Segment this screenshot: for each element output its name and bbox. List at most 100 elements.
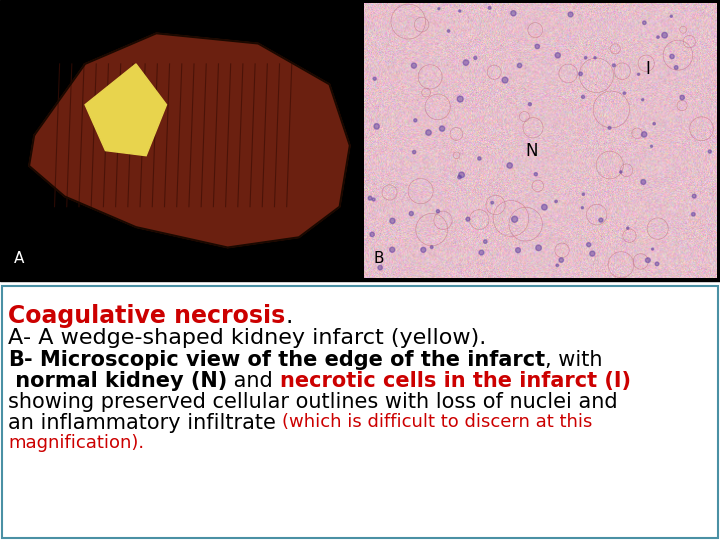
Circle shape [670, 55, 674, 59]
Circle shape [641, 179, 646, 184]
Circle shape [372, 198, 375, 201]
Circle shape [447, 30, 450, 32]
Circle shape [581, 207, 583, 209]
Circle shape [507, 163, 513, 168]
Text: A: A [14, 251, 24, 266]
Text: magnification).: magnification). [8, 434, 144, 452]
Circle shape [555, 200, 557, 202]
Circle shape [590, 251, 595, 256]
Circle shape [477, 157, 481, 160]
Text: A: A [8, 328, 23, 348]
Circle shape [518, 63, 522, 68]
Text: Coagulative necrosis: Coagulative necrosis [8, 304, 285, 328]
Text: (which is difficult to discern at this: (which is difficult to discern at this [282, 413, 593, 431]
Circle shape [466, 217, 470, 221]
Circle shape [390, 247, 395, 252]
Circle shape [626, 227, 629, 229]
Text: .: . [285, 304, 292, 328]
Text: showing preserved cellular outlines with loss of nuclei and: showing preserved cellular outlines with… [8, 392, 618, 412]
Circle shape [650, 145, 652, 147]
Circle shape [409, 212, 413, 215]
Circle shape [484, 240, 487, 244]
Circle shape [582, 96, 585, 98]
Circle shape [692, 194, 696, 198]
Circle shape [502, 77, 508, 83]
Text: - A wedge-shaped kidney infarct (yellow).: - A wedge-shaped kidney infarct (yellow)… [23, 328, 487, 348]
Circle shape [587, 242, 591, 247]
Circle shape [680, 95, 685, 100]
Circle shape [536, 245, 541, 251]
Circle shape [374, 124, 379, 129]
Circle shape [541, 204, 547, 210]
Text: and: and [228, 371, 279, 391]
Circle shape [373, 77, 377, 80]
Circle shape [528, 103, 531, 106]
Circle shape [555, 53, 560, 58]
Circle shape [675, 66, 678, 69]
Circle shape [516, 248, 521, 253]
Text: I: I [646, 60, 651, 78]
Text: -: - [24, 350, 40, 370]
Text: , with: , with [545, 350, 603, 370]
Circle shape [662, 32, 667, 38]
Circle shape [512, 216, 518, 222]
Circle shape [474, 56, 477, 59]
Circle shape [390, 218, 395, 224]
Circle shape [594, 57, 596, 59]
Circle shape [439, 126, 445, 131]
Circle shape [457, 96, 463, 102]
Text: necrotic cells in the infarct (I): necrotic cells in the infarct (I) [279, 371, 631, 391]
Circle shape [426, 130, 431, 136]
Circle shape [620, 171, 622, 173]
Polygon shape [85, 64, 166, 156]
Circle shape [488, 6, 491, 9]
Circle shape [378, 266, 382, 270]
Circle shape [459, 10, 461, 12]
Circle shape [642, 99, 644, 101]
Circle shape [431, 246, 433, 248]
Circle shape [643, 21, 646, 24]
Circle shape [459, 172, 464, 178]
Circle shape [582, 193, 585, 195]
Circle shape [657, 36, 660, 38]
Circle shape [420, 247, 426, 252]
Text: B: B [8, 350, 24, 370]
Text: normal kidney (N): normal kidney (N) [8, 371, 228, 391]
Circle shape [608, 126, 611, 129]
Circle shape [652, 248, 654, 250]
Circle shape [370, 232, 374, 237]
Circle shape [479, 250, 484, 255]
Text: N: N [525, 141, 537, 160]
Circle shape [642, 132, 647, 137]
Circle shape [599, 218, 603, 222]
Circle shape [491, 201, 494, 204]
Circle shape [670, 15, 672, 17]
Circle shape [534, 173, 537, 176]
Circle shape [613, 64, 616, 67]
Text: an inflammatory infiltrate: an inflammatory infiltrate [8, 413, 282, 433]
Circle shape [624, 92, 626, 94]
Circle shape [368, 196, 372, 200]
Circle shape [585, 57, 587, 59]
Text: Microscopic view of the edge of the infarct: Microscopic view of the edge of the infa… [40, 350, 545, 370]
Circle shape [708, 150, 711, 153]
Circle shape [411, 63, 416, 68]
Bar [0, 0, 720, 281]
Circle shape [413, 150, 415, 154]
Circle shape [438, 8, 440, 10]
Circle shape [559, 258, 564, 262]
Circle shape [653, 123, 655, 125]
Circle shape [458, 176, 462, 179]
Circle shape [556, 264, 559, 267]
Circle shape [463, 60, 469, 65]
Text: B: B [374, 251, 384, 266]
Circle shape [510, 11, 516, 16]
Circle shape [691, 212, 695, 216]
Circle shape [646, 258, 650, 262]
Circle shape [579, 72, 582, 76]
Polygon shape [29, 33, 350, 247]
FancyBboxPatch shape [2, 286, 718, 538]
Circle shape [655, 262, 659, 266]
Circle shape [436, 210, 439, 213]
Circle shape [568, 12, 573, 17]
